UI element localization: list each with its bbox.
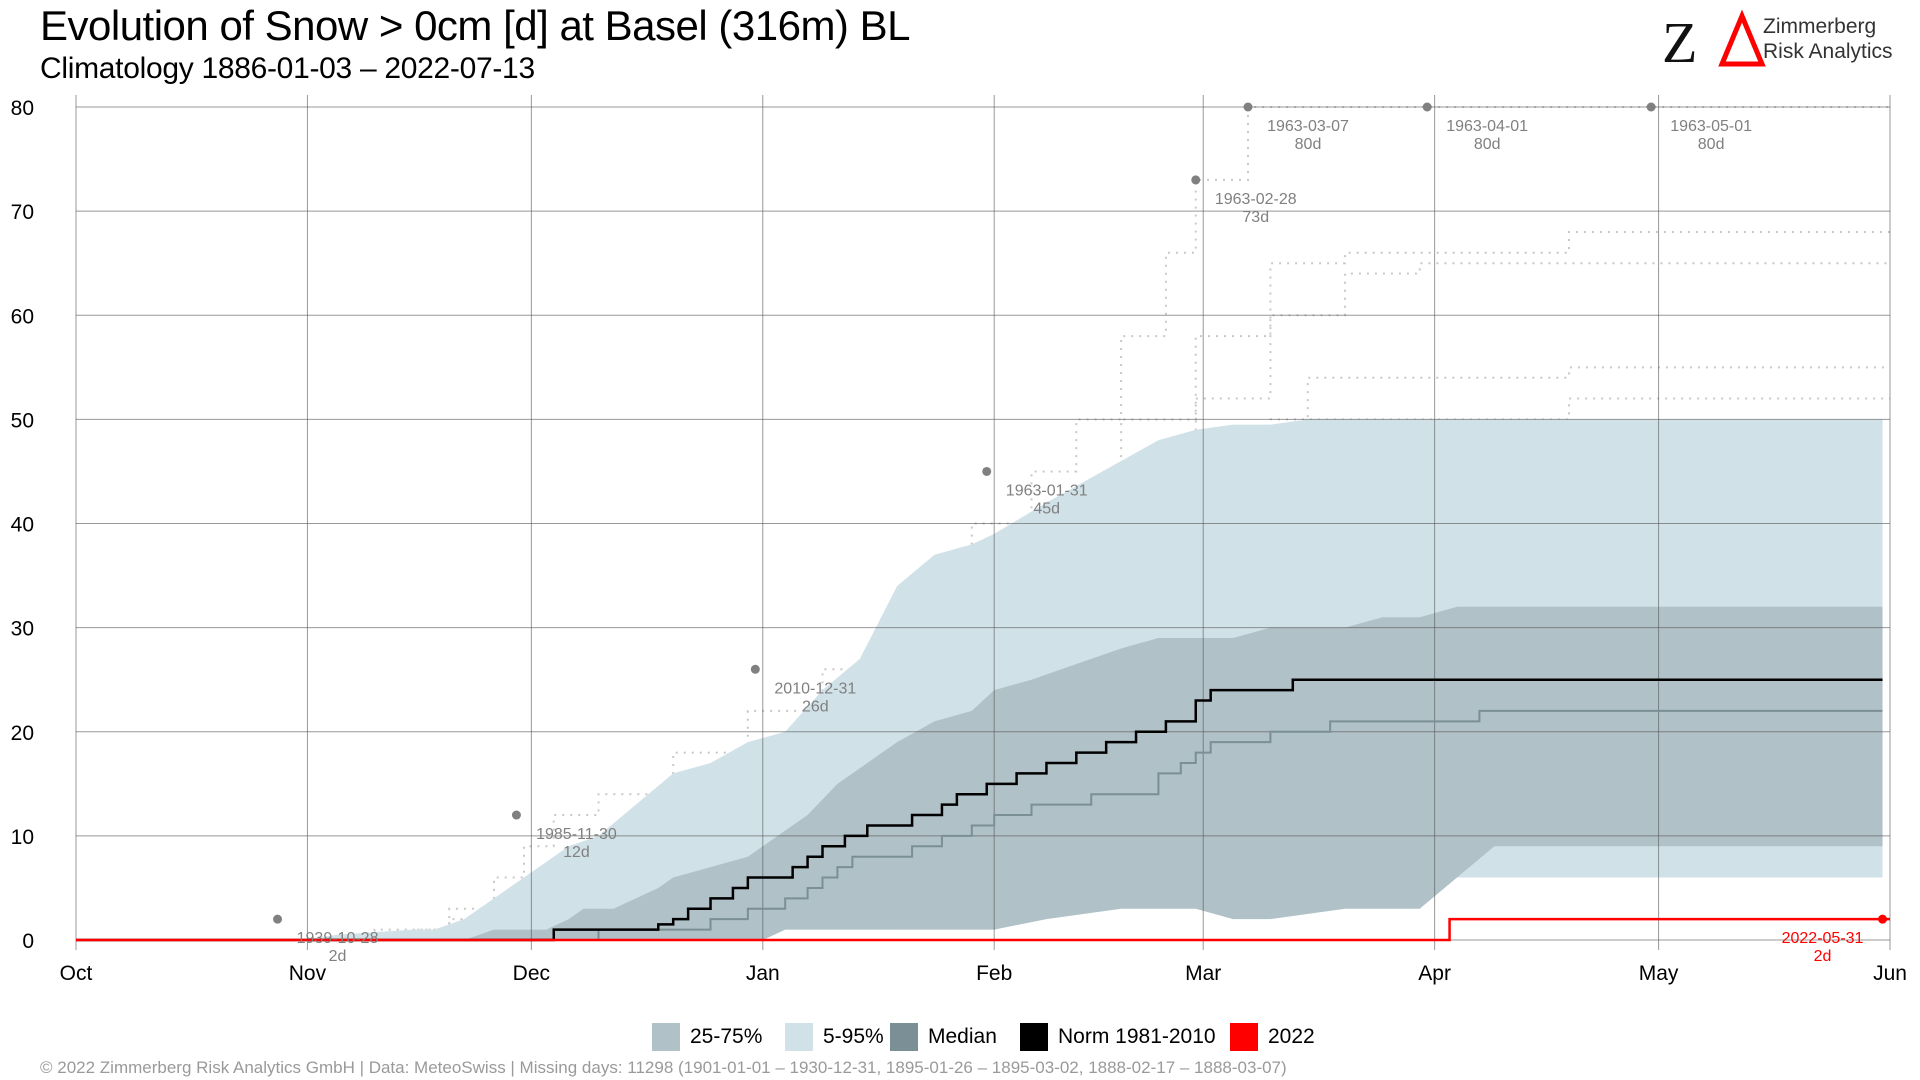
logo-z: Z bbox=[1662, 10, 1697, 72]
annotation-point bbox=[1646, 102, 1656, 112]
legend: 25-75% 5-95% Median Norm 1981-2010 2022 bbox=[0, 1022, 1920, 1052]
annotation-days: 12d bbox=[563, 844, 590, 861]
legend-label: Norm 1981-2010 bbox=[1058, 1025, 1216, 1048]
line-median bbox=[76, 709, 1883, 941]
x-tick-label: Jan bbox=[746, 962, 780, 985]
x-tick-label: May bbox=[1639, 962, 1679, 985]
y-tick-label: 20 bbox=[11, 722, 34, 745]
annotation-date: 1963-03-07 bbox=[1267, 118, 1349, 135]
legend-label: 2022 bbox=[1268, 1025, 1315, 1048]
percentile-bands bbox=[76, 419, 1883, 940]
x-tick-label: Apr bbox=[1418, 962, 1451, 985]
annotation-point bbox=[1191, 175, 1201, 185]
annotation-days: 45d bbox=[1033, 500, 1060, 517]
annotation-date: 1963-04-01 bbox=[1446, 118, 1528, 135]
band-25-75- bbox=[76, 606, 1883, 940]
legend-swatch bbox=[1020, 1023, 1048, 1051]
annotation-point bbox=[1422, 102, 1432, 112]
annotation-date: 1963-01-31 bbox=[1006, 482, 1088, 499]
y-tick-label: 80 bbox=[11, 97, 34, 120]
delta-icon bbox=[1718, 9, 1766, 67]
logo-line-2: Risk Analytics bbox=[1763, 40, 1893, 63]
annotation-point bbox=[750, 664, 760, 674]
snow-days-chart: 1939-10-282d1985-11-3012d2010-12-3126d19… bbox=[11, 95, 1907, 985]
y-tick-label: 30 bbox=[11, 618, 34, 641]
logo-line-1: Zimmerberg bbox=[1763, 15, 1877, 38]
annotation-date: 2010-12-31 bbox=[774, 680, 856, 697]
annotation-point bbox=[982, 466, 992, 476]
series-lines bbox=[76, 678, 1890, 942]
annotation-date: 1985-11-30 bbox=[536, 826, 617, 843]
legend-swatch bbox=[890, 1023, 918, 1051]
y-tick-label: 70 bbox=[11, 201, 34, 224]
legend-label: 25-75% bbox=[690, 1025, 763, 1048]
logo-text: Zimmerberg Risk Analytics bbox=[1763, 14, 1893, 64]
legend-item: 25-75% bbox=[652, 1022, 762, 1052]
annotations: 1939-10-282d1985-11-3012d2010-12-3126d19… bbox=[273, 102, 1888, 965]
annotation-days: 80d bbox=[1698, 136, 1725, 153]
annotation-date: 1963-05-01 bbox=[1670, 118, 1752, 135]
historical-track-0 bbox=[255, 106, 1890, 941]
y-tick-label: 50 bbox=[11, 409, 34, 432]
legend-swatch bbox=[1230, 1023, 1258, 1051]
chart-title: Evolution of Snow > 0cm [d] at Basel (31… bbox=[40, 2, 910, 49]
annotation-date: 1963-02-28 bbox=[1215, 191, 1297, 208]
legend-label: Median bbox=[928, 1025, 997, 1048]
legend-swatch bbox=[652, 1023, 680, 1051]
y-tick-label: 0 bbox=[22, 930, 34, 953]
chart-subtitle: Climatology 1886-01-03 – 2022-07-13 bbox=[40, 52, 535, 85]
annotation-date: 1939-10-28 bbox=[297, 930, 379, 947]
line-2022 bbox=[76, 917, 1890, 942]
y-tick-label: 60 bbox=[11, 305, 34, 328]
x-tick-label: Dec bbox=[513, 962, 550, 985]
company-logo: Z bbox=[1662, 9, 1766, 72]
annotation-days: 26d bbox=[802, 698, 829, 715]
x-tick-label: Mar bbox=[1185, 962, 1221, 985]
annotation-date: 2022-05-31 bbox=[1782, 930, 1864, 947]
axis-labels: 0 10 20 30 40 50 60 70 80 Oct Nov Dec Jan Feb Mar Apr Ma… bbox=[11, 97, 1907, 985]
x-tick-label: Nov bbox=[289, 962, 327, 985]
annotation-days: 73d bbox=[1242, 209, 1269, 226]
annotation-days: 2d bbox=[329, 948, 347, 965]
line-norm-1981-2010 bbox=[76, 678, 1883, 942]
annotation-point bbox=[273, 914, 283, 924]
annotation-point bbox=[1878, 914, 1888, 924]
annotation-days: 80d bbox=[1295, 136, 1322, 153]
x-tick-label: Jun bbox=[1873, 962, 1907, 985]
legend-item: 5-95% bbox=[785, 1022, 884, 1052]
legend-label: 5-95% bbox=[823, 1025, 884, 1048]
legend-item: Norm 1981-2010 bbox=[1020, 1022, 1216, 1052]
annotation-point bbox=[1243, 102, 1253, 112]
legend-item: 2022 bbox=[1230, 1022, 1315, 1052]
legend-item: Median bbox=[890, 1022, 997, 1052]
annotation-days: 2d bbox=[1814, 948, 1832, 965]
x-tick-label: Oct bbox=[60, 962, 93, 985]
y-tick-label: 40 bbox=[11, 514, 34, 537]
legend-swatch bbox=[785, 1023, 813, 1051]
x-tick-label: Feb bbox=[976, 962, 1012, 985]
y-tick-label: 10 bbox=[11, 826, 34, 849]
footer-credits: © 2022 Zimmerberg Risk Analytics GmbH | … bbox=[40, 1058, 1287, 1077]
annotation-point bbox=[511, 810, 521, 820]
annotation-days: 80d bbox=[1474, 136, 1501, 153]
